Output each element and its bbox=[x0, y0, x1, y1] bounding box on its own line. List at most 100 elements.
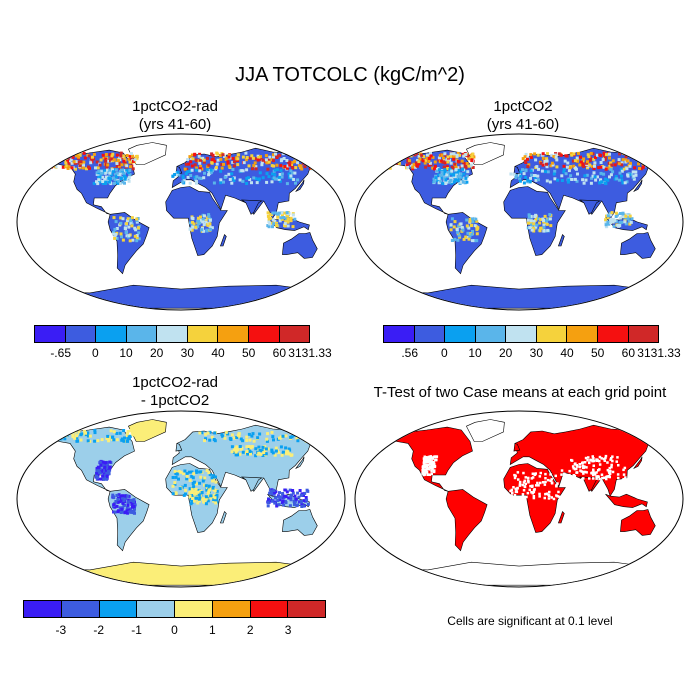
grid-cell bbox=[587, 456, 590, 459]
grid-cell bbox=[567, 178, 571, 182]
grid-cell bbox=[293, 217, 297, 221]
grid-cell bbox=[190, 474, 194, 478]
grid-cell bbox=[75, 439, 79, 443]
grid-cell bbox=[467, 157, 471, 161]
grid-cell bbox=[518, 482, 522, 486]
grid-cell bbox=[120, 437, 124, 441]
grid-cell bbox=[533, 488, 536, 491]
grid-cell bbox=[245, 168, 249, 172]
grid-cell bbox=[526, 180, 530, 184]
grid-cell bbox=[130, 222, 134, 226]
grid-cell bbox=[425, 464, 429, 467]
grid-cell bbox=[537, 484, 540, 487]
grid-cell bbox=[197, 176, 201, 180]
grid-cell bbox=[207, 163, 211, 167]
grid-cell bbox=[127, 179, 131, 183]
grid-cell bbox=[575, 179, 579, 183]
grid-cell bbox=[120, 499, 124, 503]
grid-cell bbox=[433, 455, 437, 458]
grid-cell bbox=[276, 215, 280, 219]
grid-cell bbox=[559, 153, 563, 157]
grid-cell bbox=[535, 223, 539, 227]
grid-cell bbox=[193, 489, 197, 493]
grid-cell bbox=[313, 436, 317, 440]
grid-cell bbox=[102, 476, 106, 480]
grid-cell bbox=[564, 154, 568, 158]
grid-cell bbox=[513, 473, 516, 477]
grid-cell bbox=[403, 152, 407, 156]
grid-cell bbox=[116, 510, 120, 514]
grid-cell bbox=[278, 179, 282, 183]
grid-cell bbox=[562, 479, 565, 482]
grid-cell bbox=[182, 493, 186, 497]
land-greenland bbox=[465, 419, 505, 442]
grid-cell bbox=[556, 178, 560, 182]
grid-cell bbox=[177, 469, 181, 473]
grid-cell bbox=[200, 497, 204, 501]
colorbar-tick-label: .56 bbox=[401, 346, 418, 360]
colorbar-swatch bbox=[536, 326, 568, 342]
grid-cell bbox=[553, 169, 557, 173]
grid-cell bbox=[258, 171, 262, 175]
grid-cell bbox=[567, 493, 570, 496]
land-australia bbox=[620, 509, 656, 536]
grid-cell bbox=[588, 477, 591, 480]
grid-cell bbox=[302, 435, 306, 439]
grid-cell bbox=[247, 445, 251, 448]
grid-cell bbox=[194, 482, 198, 486]
grid-cell bbox=[206, 491, 210, 495]
grid-cell bbox=[388, 155, 392, 159]
grid-cell bbox=[189, 156, 193, 160]
grid-cell bbox=[198, 431, 202, 435]
grid-cell bbox=[469, 163, 473, 167]
grid-cell bbox=[208, 224, 212, 228]
grid-cell bbox=[628, 164, 632, 168]
grid-cell bbox=[431, 166, 435, 170]
grid-cell bbox=[66, 160, 69, 163]
grid-cell bbox=[564, 172, 568, 176]
grid-cell bbox=[274, 177, 278, 181]
grid-cell bbox=[395, 157, 399, 161]
grid-cell bbox=[455, 228, 459, 231]
colorbar-swatch bbox=[218, 326, 249, 342]
grid-cell bbox=[555, 165, 559, 169]
grid-cell bbox=[529, 169, 533, 173]
grid-cell bbox=[475, 228, 479, 232]
grid-cell bbox=[95, 471, 99, 475]
grid-cell bbox=[108, 171, 112, 175]
grid-cell bbox=[282, 503, 286, 507]
grid-cell bbox=[596, 153, 599, 157]
grid-cell bbox=[117, 179, 121, 183]
grid-cell bbox=[549, 164, 553, 168]
grid-cell bbox=[95, 160, 99, 164]
grid-cell bbox=[463, 180, 467, 184]
land-india bbox=[241, 199, 263, 215]
grid-cell bbox=[189, 160, 193, 164]
grid-cell bbox=[258, 432, 262, 436]
grid-cell bbox=[213, 159, 217, 163]
land-samerica bbox=[445, 489, 488, 552]
grid-cell bbox=[219, 178, 223, 182]
grid-cell bbox=[619, 167, 623, 171]
grid-cell bbox=[558, 495, 561, 499]
grid-cell bbox=[125, 154, 129, 157]
grid-cell bbox=[315, 164, 319, 168]
grid-cell bbox=[128, 165, 132, 169]
grid-cell bbox=[413, 165, 417, 169]
grid-cell bbox=[114, 220, 118, 224]
grid-cell bbox=[538, 495, 541, 498]
grid-cell bbox=[173, 482, 177, 486]
grid-cell bbox=[278, 153, 282, 157]
grid-cell bbox=[604, 178, 608, 182]
grid-cell bbox=[133, 158, 137, 162]
grid-cell bbox=[624, 158, 628, 162]
grid-cell bbox=[421, 472, 424, 475]
grid-cell bbox=[584, 456, 588, 460]
grid-cell bbox=[610, 218, 614, 222]
grid-cell bbox=[223, 154, 226, 158]
grid-cell bbox=[123, 511, 127, 515]
grid-cell bbox=[575, 471, 579, 474]
grid-cell bbox=[237, 432, 241, 436]
grid-cell bbox=[412, 162, 416, 166]
grid-cell bbox=[545, 157, 549, 161]
